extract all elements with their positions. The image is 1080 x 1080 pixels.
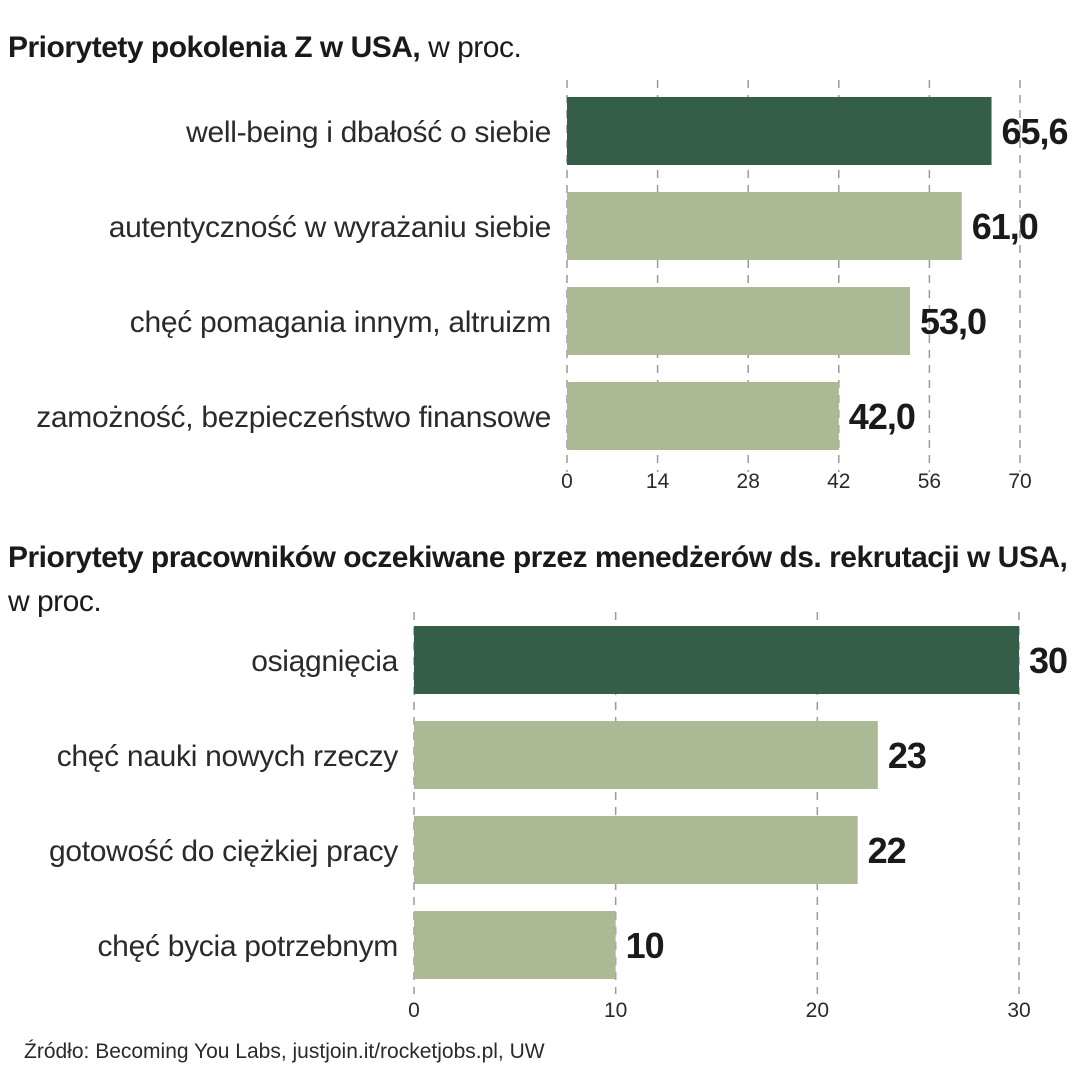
chart1-category-label: chęć pomagania innym, altruizm bbox=[130, 306, 551, 339]
chart2-bar bbox=[414, 816, 858, 884]
chart2-category-label: chęć bycia potrzebnym bbox=[97, 930, 398, 963]
chart1-tick-label: 14 bbox=[646, 470, 670, 493]
chart2-tick-label: 30 bbox=[1007, 999, 1030, 1022]
chart1-bar bbox=[567, 97, 992, 165]
chart1-title-unit: w proc. bbox=[428, 31, 522, 64]
chart1-category-label: autentyczność w wyrażaniu siebie bbox=[109, 211, 551, 244]
chart1-bar bbox=[567, 287, 910, 355]
chart2-tick-label: 10 bbox=[604, 999, 627, 1022]
chart2-bar bbox=[414, 626, 1019, 694]
chart1-value-label: 65,6 bbox=[1002, 111, 1068, 152]
chart1-tick-label: 70 bbox=[1008, 470, 1031, 493]
chart1-value-label: 42,0 bbox=[849, 396, 915, 437]
chart2-category-label: osiągnięcia bbox=[251, 645, 398, 678]
chart2-value-label: 22 bbox=[868, 830, 906, 871]
chart2-tick-label: 20 bbox=[806, 999, 829, 1022]
chart2-title-main: Priorytety pracowników oczekiwane przez … bbox=[8, 541, 1068, 574]
chart2-title: Priorytety pracowników oczekiwane przez … bbox=[8, 536, 1068, 624]
chart1-bar bbox=[567, 192, 962, 260]
chart1-tick-label: 56 bbox=[918, 470, 941, 493]
chart2-category-label: chęć nauki nowych rzeczy bbox=[57, 740, 399, 773]
chart1-value-label: 61,0 bbox=[972, 206, 1038, 247]
chart2-title-unit: w proc. bbox=[8, 585, 102, 618]
chart2-value-label: 23 bbox=[888, 735, 926, 776]
chart1-tick-label: 42 bbox=[827, 470, 850, 493]
chart2-bar bbox=[414, 721, 878, 789]
chart1-tick-label: 0 bbox=[561, 470, 573, 493]
chart1-zgen-priorities: 0 14 28 42 56 70 well-being i dbałość o siebie… bbox=[36, 80, 1069, 493]
chart1-value-label: 53,0 bbox=[920, 301, 986, 342]
chart1-bar bbox=[567, 382, 839, 450]
chart2-category-label: gotowość do ciężkiej pracy bbox=[49, 835, 398, 868]
source-note: Źródło: Becoming You Labs, justjoin.it/r… bbox=[24, 1040, 545, 1063]
chart2-bar bbox=[414, 911, 616, 979]
chart1-category-label: well-being i dbałość o siebie bbox=[185, 116, 551, 149]
chart2-tick-label: 0 bbox=[408, 999, 420, 1022]
chart1-tick-label: 28 bbox=[737, 470, 760, 493]
chart1-title-main: Priorytety pokolenia Z w USA, bbox=[8, 31, 421, 64]
chart2-value-label: 30 bbox=[1029, 640, 1067, 681]
chart1-title: Priorytety pokolenia Z w USA, w proc. bbox=[8, 26, 522, 70]
chart2-value-label: 10 bbox=[626, 925, 664, 966]
chart2-recruiter-priorities: 0 10 20 30 osiągnięcia 30 chęć nauki nowych rz… bbox=[49, 612, 1068, 1022]
chart1-category-label: zamożność, bezpieczeństwo finansowe bbox=[36, 401, 551, 434]
